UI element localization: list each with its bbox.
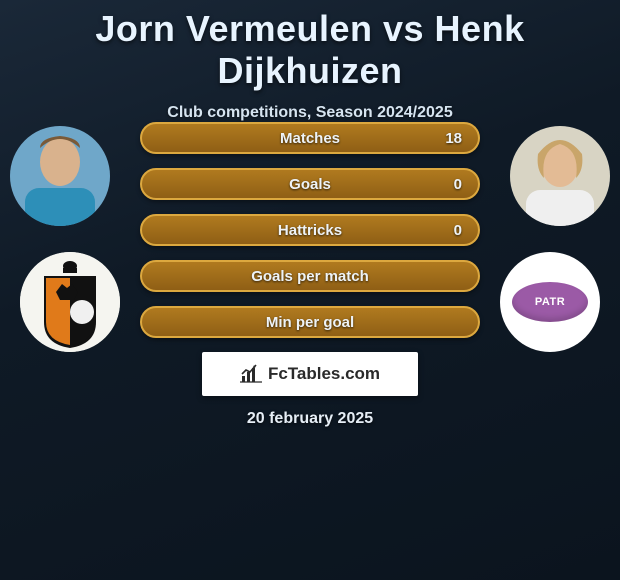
avatar-right-svg	[510, 126, 610, 226]
club-left-logo	[20, 252, 120, 352]
date-text: 20 february 2025	[0, 410, 620, 428]
stat-bar-matches: Matches 18	[140, 122, 480, 154]
stat-label: Goals	[289, 176, 331, 193]
brand-badge: FcTables.com	[202, 352, 418, 396]
club-right-badge-text: PATR	[535, 296, 565, 308]
page-title: Jorn Vermeulen vs Henk Dijkhuizen	[0, 0, 620, 92]
brand-text: FcTables.com	[268, 364, 380, 384]
club-left-svg	[20, 252, 120, 352]
avatar-left-svg	[10, 126, 110, 226]
stat-value: 18	[445, 130, 462, 147]
club-right-badge: PATR	[512, 282, 588, 322]
stat-bar-goals-per-match: Goals per match	[140, 260, 480, 292]
chart-icon	[240, 364, 262, 384]
stat-bar-min-per-goal: Min per goal	[140, 306, 480, 338]
stat-label: Matches	[280, 130, 340, 147]
stat-value: 0	[454, 222, 462, 239]
stat-bar-goals: Goals 0	[140, 168, 480, 200]
stat-bars: Matches 18 Goals 0 Hattricks 0 Goals per…	[140, 122, 480, 338]
player-left-avatar	[10, 126, 110, 226]
stat-label: Goals per match	[251, 268, 369, 285]
club-right-logo: PATR	[500, 252, 600, 352]
stat-bar-hattricks: Hattricks 0	[140, 214, 480, 246]
stat-value: 0	[454, 176, 462, 193]
subtitle: Club competitions, Season 2024/2025	[0, 104, 620, 122]
stat-label: Min per goal	[266, 314, 354, 331]
stat-label: Hattricks	[278, 222, 342, 239]
player-right-avatar	[510, 126, 610, 226]
